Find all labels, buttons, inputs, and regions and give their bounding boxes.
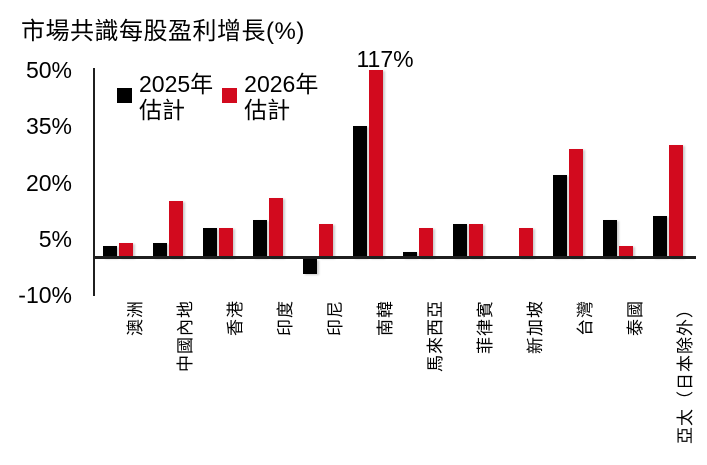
bar-2026-11	[668, 145, 683, 258]
bar-2025-7	[453, 223, 468, 258]
x-axis-label: 菲律賓	[476, 300, 495, 354]
legend-swatch-2026	[222, 88, 238, 103]
x-axis-label: 印度	[276, 300, 295, 336]
bar-2026-2	[218, 227, 233, 258]
x-axis-label: 亞太（日本除外）	[676, 300, 695, 444]
bar-2025-4	[303, 258, 318, 274]
x-axis-label: 馬來西亞	[426, 300, 445, 372]
x-axis-label: 南韓	[376, 300, 395, 336]
x-axis-label: 新加坡	[526, 300, 545, 354]
y-axis-tick-label: 20%	[25, 169, 72, 196]
x-axis-label: 中國內地	[176, 300, 195, 372]
chart-legend: 2025年 估計 2026年 估計	[117, 71, 319, 123]
bar-2025-9	[553, 175, 568, 258]
bar-2025-6	[403, 251, 418, 258]
bar-2026-10	[618, 246, 633, 258]
legend-label-2026: 2026年 估計	[244, 71, 319, 123]
y-axis-tick-label: 35%	[25, 113, 72, 140]
bar-2026-9	[568, 148, 583, 258]
chart-title: 市場共識每股盈利增長(%)	[21, 18, 305, 45]
bar-2026-5	[368, 70, 383, 258]
bar-value-annotation: 117%	[356, 46, 414, 72]
bar-2025-11	[653, 216, 668, 258]
legend-label-2025: 2025年 估計	[139, 71, 214, 123]
y-axis-line	[93, 68, 96, 296]
x-axis-label: 台灣	[576, 300, 595, 336]
y-axis-tick-label: 5%	[38, 225, 72, 252]
legend-swatch-2025	[117, 88, 132, 103]
bar-2025-2	[203, 227, 218, 258]
bar-2026-1	[168, 201, 183, 258]
bar-2025-1	[153, 242, 168, 258]
x-axis-label: 香港	[226, 300, 245, 336]
bar-2026-4	[318, 223, 333, 258]
legend-item-2025: 2025年 估計	[117, 71, 214, 123]
x-axis-label: 澳洲	[126, 300, 145, 336]
bar-2026-6	[418, 227, 433, 258]
bar-2025-10	[603, 220, 618, 258]
legend-item-2026: 2026年 估計	[222, 71, 319, 123]
bar-2026-0	[118, 242, 133, 258]
bar-2025-5	[353, 126, 368, 258]
y-axis-tick-label: -10%	[18, 282, 72, 308]
x-axis-zero-line	[93, 256, 696, 259]
x-axis-label: 泰國	[626, 300, 645, 336]
y-axis-tick-label: 50%	[25, 57, 72, 83]
x-axis-label: 印尼	[326, 300, 345, 336]
bar-2025-0	[103, 246, 118, 258]
bar-2026-3	[268, 197, 283, 258]
bar-2026-7	[468, 223, 483, 258]
bar-2026-8	[518, 227, 533, 258]
bar-2025-3	[253, 220, 268, 258]
